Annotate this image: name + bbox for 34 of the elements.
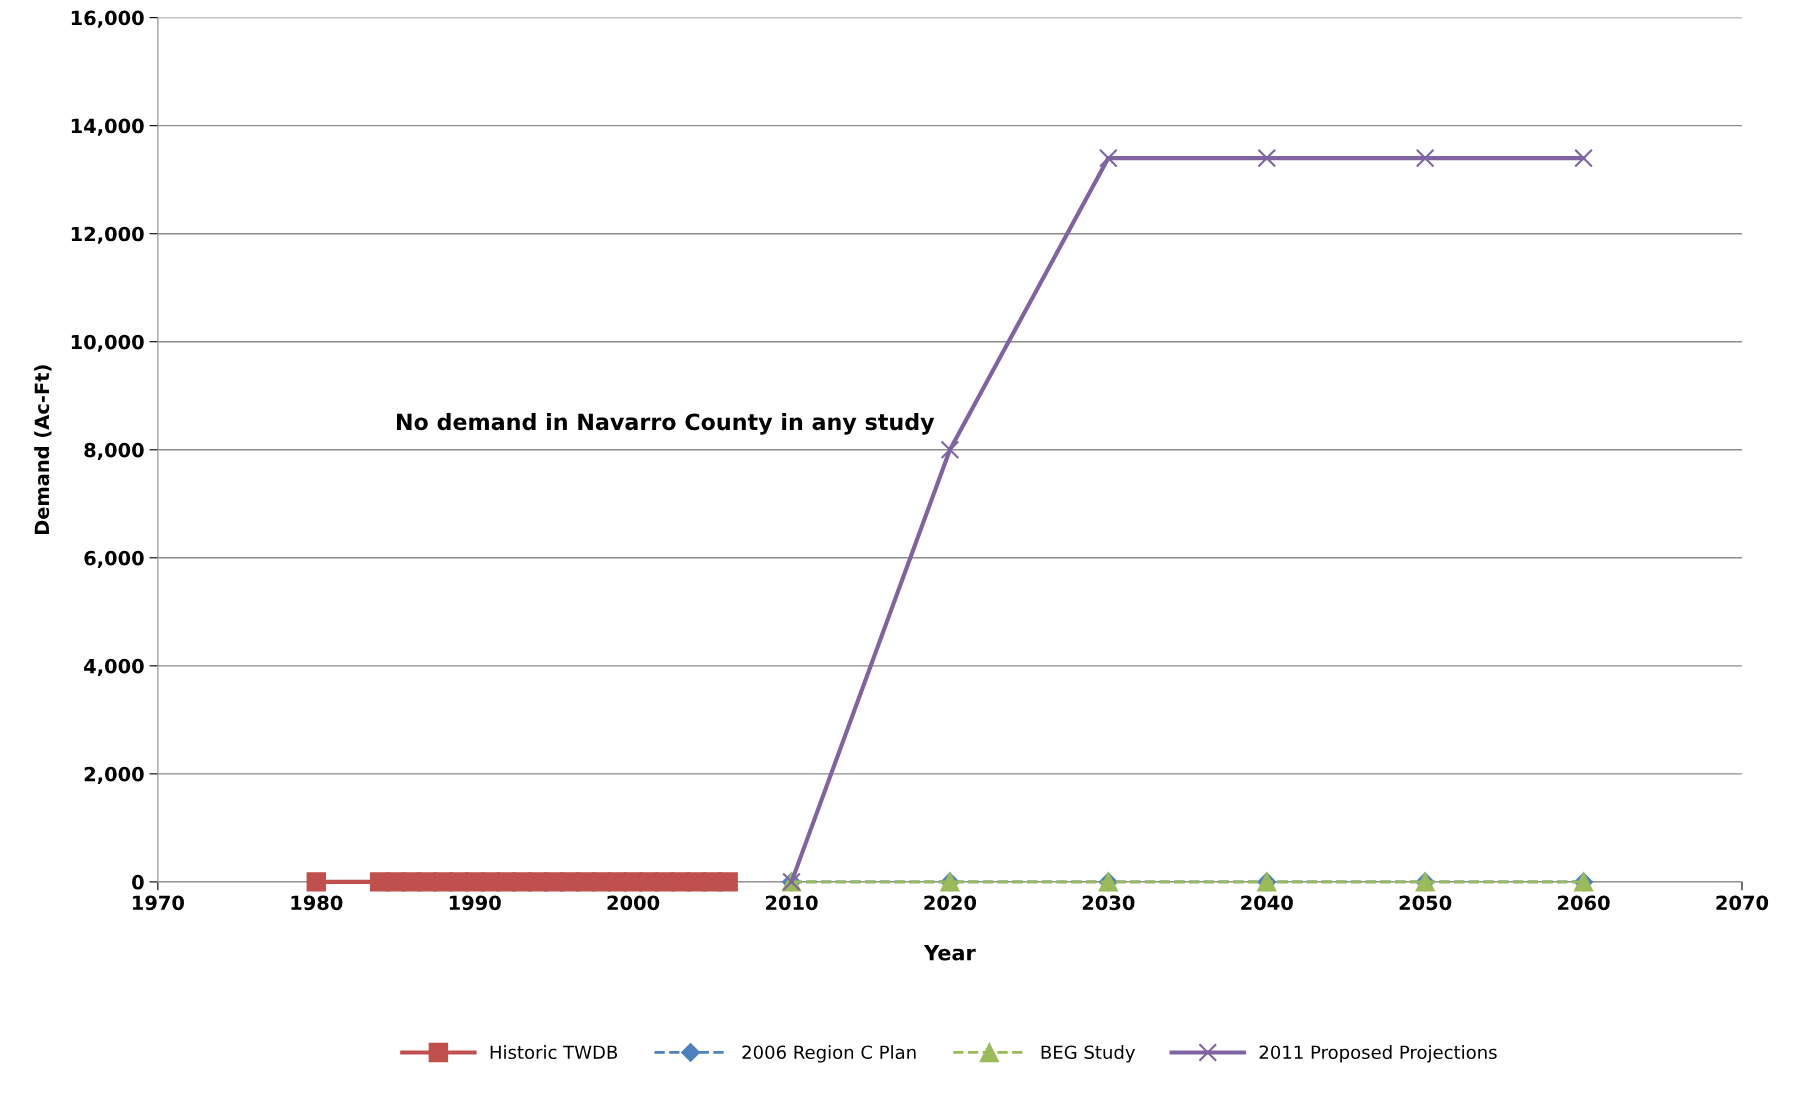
y-tick-label: 10,000 — [71, 334, 144, 352]
y-tick-label: 4,000 — [84, 658, 144, 676]
legend-label: 2011 Proposed Projections — [1259, 1045, 1497, 1063]
x-tick-label: 1970 — [133, 895, 184, 911]
annotation: No demand in Navarro County in any study — [396, 412, 935, 435]
legend-label: Historic TWDB — [490, 1045, 618, 1060]
legend-label: 2006 Region C Plan — [742, 1045, 916, 1063]
x-tick-label: 1990 — [449, 895, 501, 911]
x-tick-label: 2030 — [1082, 895, 1135, 911]
y-tick-label: 14,000 — [71, 118, 144, 136]
legend-label: BEG Study — [1041, 1045, 1136, 1063]
x-tick-label: 2040 — [1241, 895, 1293, 911]
y-tick-label: 12,000 — [71, 226, 144, 244]
y-tick-label: 8,000 — [84, 442, 144, 460]
x-tick-label: 2000 — [607, 895, 660, 911]
point — [1574, 148, 1593, 168]
x-tick-label: 2070 — [1716, 895, 1769, 911]
y-tick-label: 0 — [132, 874, 144, 890]
x-tick-label: 1980 — [291, 895, 343, 911]
y-tick-label: 16,000 — [71, 10, 144, 28]
y-tick-label: 2,000 — [84, 766, 144, 785]
y-tick-label: 6,000 — [84, 550, 144, 568]
point — [1257, 148, 1277, 168]
x-tick-label: 2050 — [1399, 895, 1452, 911]
point — [718, 872, 738, 892]
x-tick-label: 2010 — [765, 895, 818, 911]
y-axis-title: Demand (Ac-Ft) — [34, 365, 52, 535]
point — [1415, 148, 1435, 168]
x-tick-label: 2020 — [924, 895, 977, 911]
point — [306, 872, 327, 892]
point — [940, 440, 960, 460]
x-tick-label: 2060 — [1558, 895, 1610, 911]
point — [1098, 148, 1118, 168]
x-axis-title: Year — [923, 945, 976, 961]
